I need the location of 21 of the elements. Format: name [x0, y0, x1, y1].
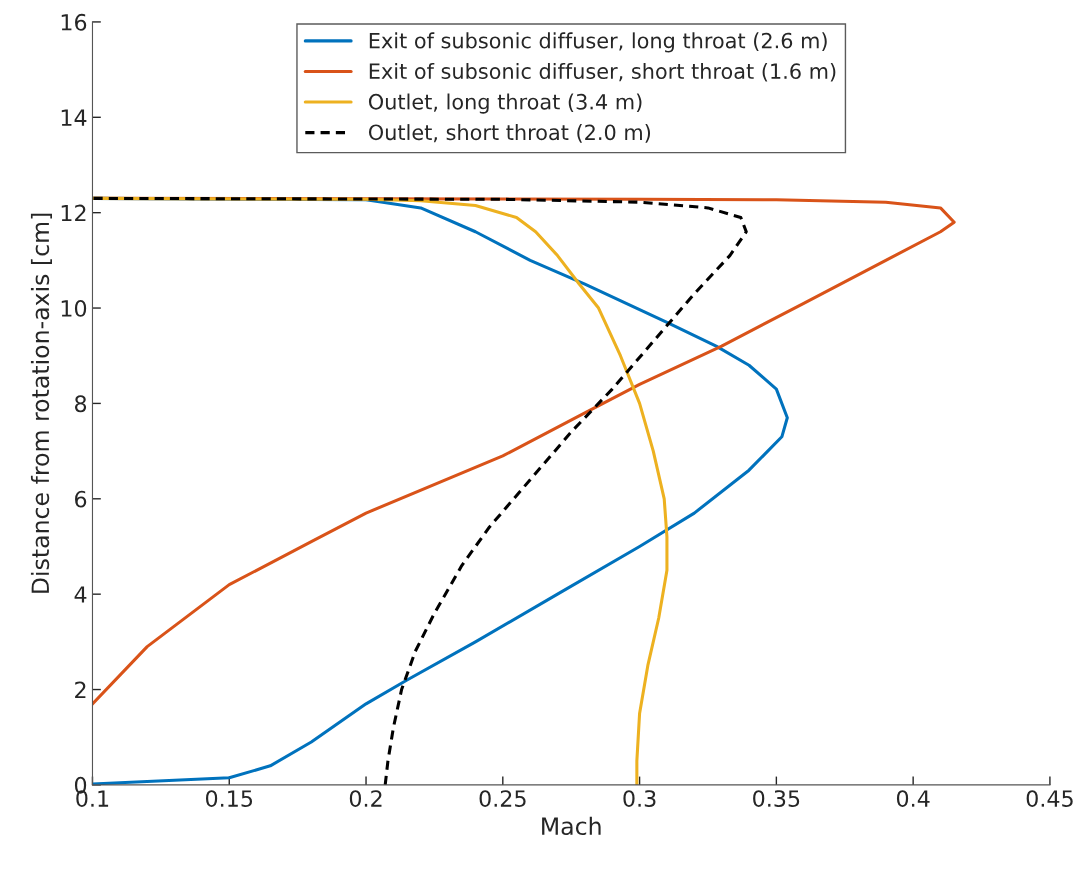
x-tick-label: 0.15: [205, 790, 253, 807]
y-tick-label: 14: [61, 109, 87, 126]
y-tick-label: 2: [75, 681, 86, 698]
legend-label: Exit of subsonic diffuser, short throat (1.6 m): [369, 62, 836, 82]
y-tick-label: 6: [75, 490, 87, 508]
x-tick-label: 0.35: [753, 790, 800, 807]
legend-label: Outlet, long throat (3.4 m): [368, 93, 642, 114]
y-axis-title: Distance from rotation-axis [cm]: [30, 213, 52, 593]
y-tick-label: 16: [61, 13, 87, 31]
y-tick-label: 12: [61, 204, 86, 222]
x-tick-label: 0.4: [896, 790, 930, 807]
y-tick-label: 8: [74, 395, 87, 413]
x-tick-label: 0.45: [1026, 790, 1073, 807]
x-tick-label: 0.25: [479, 790, 526, 807]
x-axis-title: Mach: [542, 816, 601, 836]
x-tick-label: 0.2: [349, 790, 382, 807]
y-tick-label: 10: [61, 300, 87, 317]
y-tick-label: 4: [74, 586, 87, 603]
x-tick-label: 0.3: [623, 790, 656, 807]
legend-label: Exit of subsonic diffuser, long throat (2.6 m): [369, 32, 827, 53]
legend-label: Outlet, short throat (2.0 m): [368, 124, 651, 143]
